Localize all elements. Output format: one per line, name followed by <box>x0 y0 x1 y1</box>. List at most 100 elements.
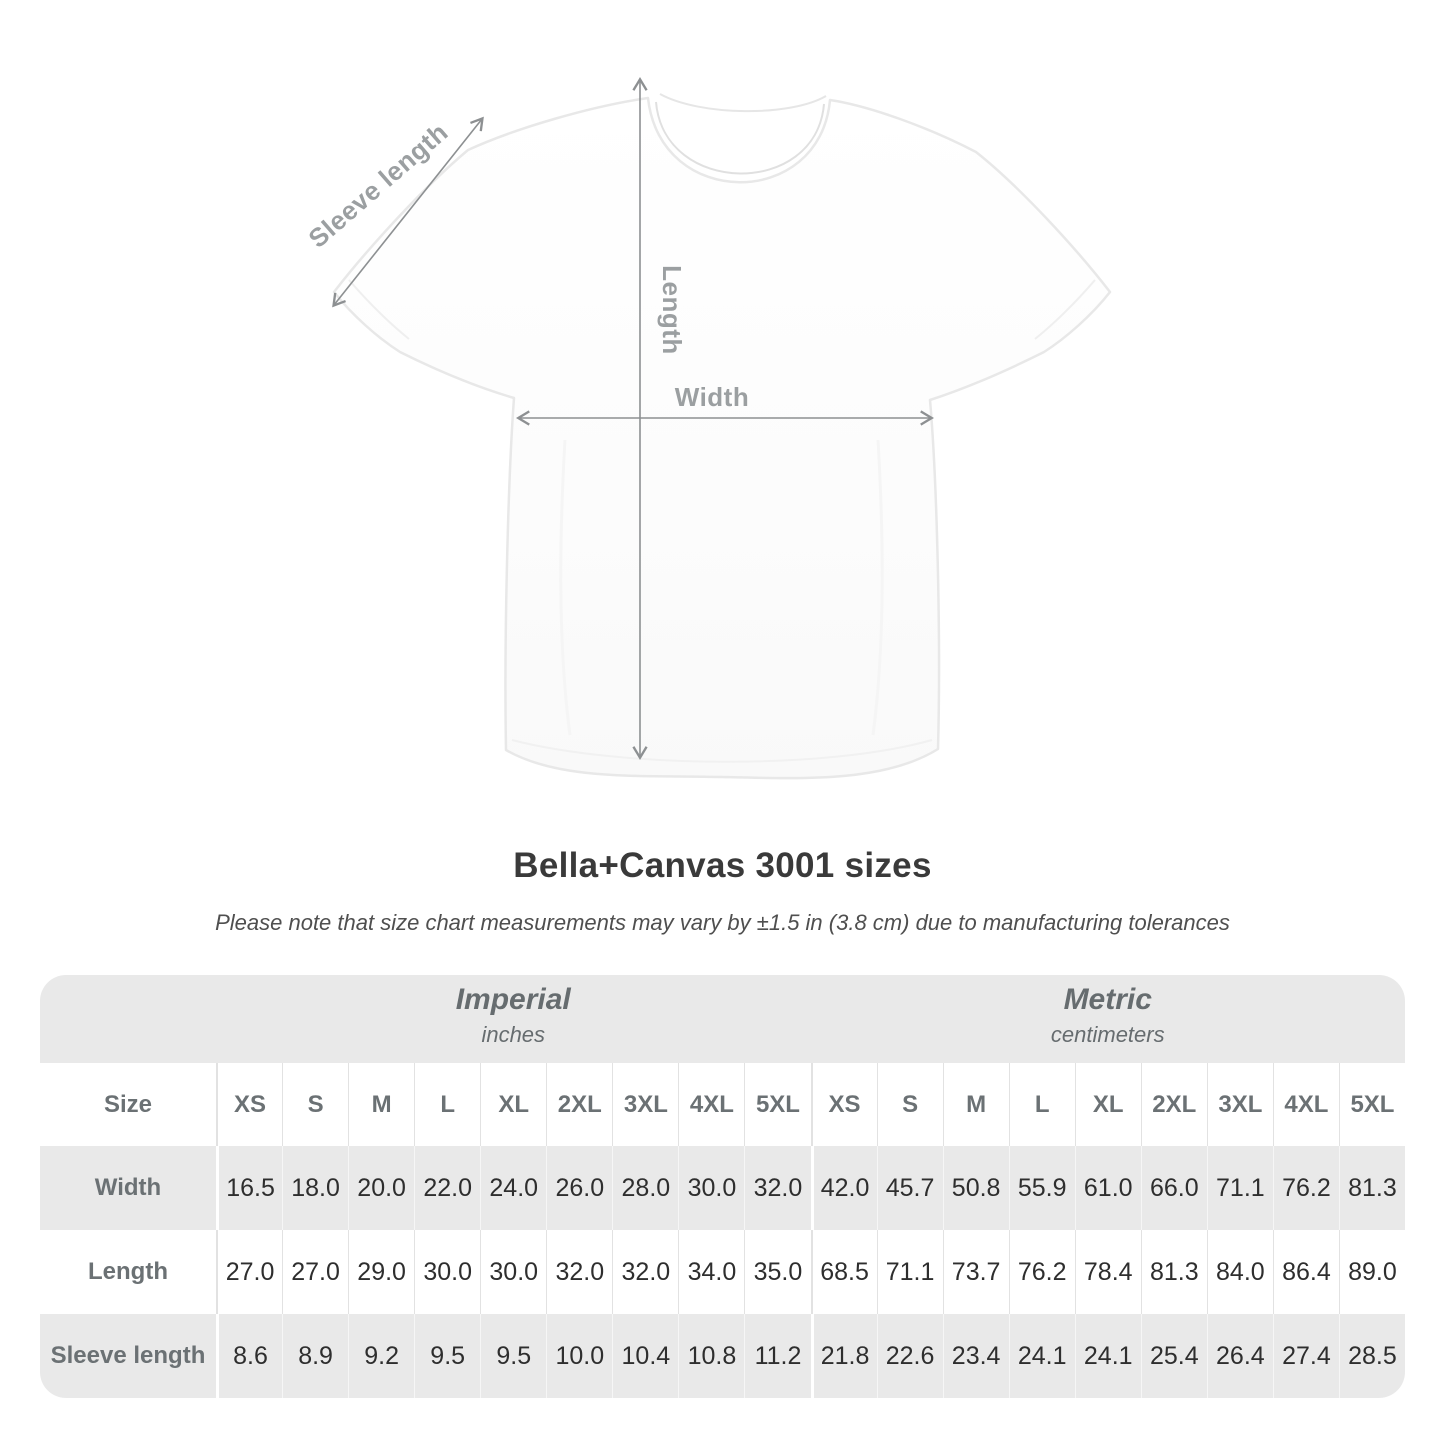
table-cell: 76.2 <box>1272 1146 1339 1230</box>
table-cell: M <box>942 1063 1009 1146</box>
table-cell: 9.5 <box>414 1314 480 1398</box>
table-cell: 5XL <box>744 1063 810 1146</box>
table-cell: 42.0 <box>810 1146 877 1230</box>
table-cell: L <box>1008 1063 1075 1146</box>
table-cell: 81.3 <box>1338 1146 1405 1230</box>
table-cell: S <box>282 1063 348 1146</box>
table-cell: 11.2 <box>744 1314 810 1398</box>
table-cell: 30.0 <box>480 1230 546 1314</box>
table-corner-cell <box>40 975 216 1063</box>
bottom-hem-stitch <box>511 739 933 763</box>
table-cell: 22.6 <box>876 1314 943 1398</box>
table-cell: 32.0 <box>612 1230 678 1314</box>
sleeve-length-row: Sleeve length 8.6 8.9 9.2 9.5 9.5 10.0 10.4 10.8… <box>40 1314 1405 1398</box>
table-cell: L <box>414 1063 480 1146</box>
table-cell: 3XL <box>612 1063 678 1146</box>
table-cell: 30.0 <box>678 1146 744 1230</box>
table-cell: M <box>348 1063 414 1146</box>
table-cell: 24.0 <box>480 1146 546 1230</box>
table-cell: S <box>876 1063 943 1146</box>
table-cell: 68.5 <box>810 1230 877 1314</box>
table-cell: 34.0 <box>678 1230 744 1314</box>
tshirt-measurement-diagram: Sleeve length Length Width <box>303 76 1112 780</box>
table-cell: 71.1 <box>876 1230 943 1314</box>
table-cell: 89.0 <box>1338 1230 1405 1314</box>
table-cell: 61.0 <box>1074 1146 1141 1230</box>
table-cell: 24.1 <box>1008 1314 1075 1398</box>
size-chart-table: Imperial inches Metric centimeters Size X… <box>40 975 1405 1398</box>
table-cell: 28.5 <box>1338 1314 1405 1398</box>
table-cell: 5XL <box>1338 1063 1405 1146</box>
fold-shade-right <box>871 439 884 736</box>
length-row: Length 27.0 27.0 29.0 30.0 30.0 32.0 32.0 34.0 35… <box>40 1230 1405 1314</box>
table-cell: 24.1 <box>1074 1314 1141 1398</box>
collar-back-edge <box>659 93 827 113</box>
row-label: Width <box>94 1174 162 1201</box>
metric-title: Metric <box>1063 983 1152 1016</box>
table-cell: 73.7 <box>942 1230 1009 1314</box>
tshirt-outline <box>332 96 1112 780</box>
tshirt-figure: Sleeve length Length Width <box>303 76 1112 780</box>
table-cell: 76.2 <box>1008 1230 1075 1314</box>
table-cell: 26.4 <box>1206 1314 1273 1398</box>
table-cell: 27.4 <box>1272 1314 1339 1398</box>
metric-subtitle: centimeters <box>1050 1022 1165 1047</box>
table-cell: 35.0 <box>744 1230 810 1314</box>
table-cell: 21.8 <box>810 1314 877 1398</box>
width-row: Width 16.5 18.0 20.0 22.0 24.0 26.0 28.0 30.0 32.… <box>40 1146 1405 1230</box>
table-cell: 78.4 <box>1074 1230 1141 1314</box>
table-cell: 8.9 <box>282 1314 348 1398</box>
table-cell: 32.0 <box>744 1146 810 1230</box>
table-cell: 20.0 <box>348 1146 414 1230</box>
metric-section-header: Metric centimeters <box>811 975 1406 1063</box>
table-cell: 4XL <box>1272 1063 1339 1146</box>
table-cell: XS <box>810 1063 877 1146</box>
table-cell: 66.0 <box>1140 1146 1207 1230</box>
sleeve-length-arrow <box>332 116 484 308</box>
row-label: Size <box>103 1090 153 1118</box>
table-cell: 2XL <box>546 1063 612 1146</box>
table-cell: 9.2 <box>348 1314 414 1398</box>
table-cell: 86.4 <box>1272 1230 1339 1314</box>
table-cell: 55.9 <box>1008 1146 1075 1230</box>
row-label: Sleeve length <box>50 1342 206 1369</box>
table-cell: 26.0 <box>546 1146 612 1230</box>
table-cell: 10.0 <box>546 1314 612 1398</box>
table-cell: 4XL <box>678 1063 744 1146</box>
table-cell: XL <box>1074 1063 1141 1146</box>
table-cell: 32.0 <box>546 1230 612 1314</box>
table-cell: 28.0 <box>612 1146 678 1230</box>
page-title: Bella+Canvas 3001 sizes <box>513 846 932 885</box>
table-cell: 27.0 <box>216 1230 282 1314</box>
imperial-title: Imperial <box>455 983 571 1016</box>
table-cell: 23.4 <box>942 1314 1009 1398</box>
table-cell: 25.4 <box>1140 1314 1207 1398</box>
tolerance-note: Please note that size chart measurements… <box>215 910 1230 935</box>
collar-inner-seam <box>655 101 825 175</box>
table-cell: 10.4 <box>612 1314 678 1398</box>
table-cell: 16.5 <box>216 1146 282 1230</box>
table-cell: XS <box>216 1063 282 1146</box>
table-cell: 45.7 <box>876 1146 943 1230</box>
imperial-section-header: Imperial inches <box>216 975 811 1063</box>
row-label: Length <box>88 1258 168 1285</box>
table-cell: XL <box>480 1063 546 1146</box>
width-label: Width <box>675 382 749 412</box>
size-header-row: Size XS S M L XL 2XL 3XL 4XL 5XL XS S M L XL 2XL 3XL 4XL 5… <box>40 1063 1405 1146</box>
table-cell: 71.1 <box>1206 1146 1273 1230</box>
table-cell: 84.0 <box>1206 1230 1273 1314</box>
length-label: Length <box>657 265 687 355</box>
imperial-subtitle: inches <box>481 1022 546 1047</box>
table-cell: 30.0 <box>414 1230 480 1314</box>
table-unit-header: Imperial inches Metric centimeters <box>40 975 1405 1063</box>
table-cell: 3XL <box>1206 1063 1273 1146</box>
table-cell: 22.0 <box>414 1146 480 1230</box>
table-cell: 10.8 <box>678 1314 744 1398</box>
table-cell: 50.8 <box>942 1146 1009 1230</box>
table-cell: 2XL <box>1140 1063 1207 1146</box>
table-cell: 9.5 <box>480 1314 546 1398</box>
table-cell: 8.6 <box>216 1314 282 1398</box>
table-cell: 81.3 <box>1140 1230 1207 1314</box>
table-cell: 18.0 <box>282 1146 348 1230</box>
